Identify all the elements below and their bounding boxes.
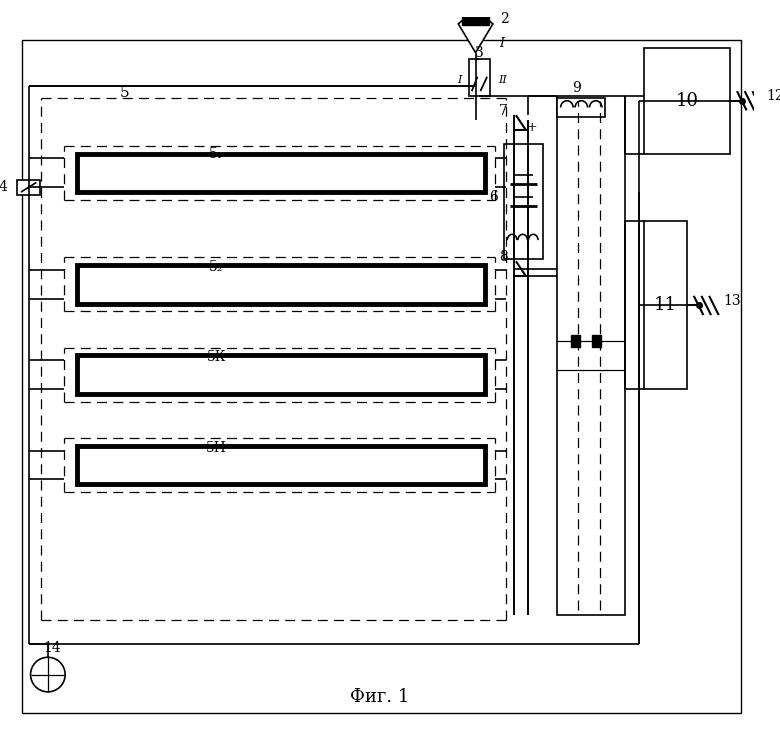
Bar xyxy=(557,98,605,117)
Bar xyxy=(505,144,543,260)
Text: 2: 2 xyxy=(500,12,509,26)
Text: 5К: 5К xyxy=(207,350,225,364)
Text: 9: 9 xyxy=(572,82,581,95)
Polygon shape xyxy=(462,16,489,24)
Text: 11: 11 xyxy=(654,296,677,314)
Polygon shape xyxy=(459,10,493,53)
Text: II: II xyxy=(498,75,506,85)
Bar xyxy=(644,48,730,154)
Text: 4: 4 xyxy=(0,180,8,194)
Text: 5: 5 xyxy=(120,86,129,100)
Text: 6: 6 xyxy=(489,190,498,204)
Bar xyxy=(557,96,625,615)
Bar xyxy=(17,180,41,195)
Bar xyxy=(76,154,485,192)
Text: I: I xyxy=(500,36,505,50)
Text: 5₁: 5₁ xyxy=(209,147,223,160)
Text: +: + xyxy=(527,121,537,134)
Bar xyxy=(76,446,485,485)
Text: Фиг. 1: Фиг. 1 xyxy=(349,688,410,706)
Bar xyxy=(644,221,687,389)
Bar xyxy=(571,335,580,347)
Text: I: I xyxy=(457,75,461,85)
Bar xyxy=(592,335,601,347)
Bar xyxy=(76,355,485,394)
Bar xyxy=(76,265,485,303)
Text: 14: 14 xyxy=(44,640,62,654)
Text: 5₂: 5₂ xyxy=(209,260,223,274)
Text: 5Н: 5Н xyxy=(206,441,226,455)
Text: 10: 10 xyxy=(675,92,699,110)
Text: 8: 8 xyxy=(499,251,508,264)
Text: 7: 7 xyxy=(499,105,508,118)
Bar xyxy=(469,59,490,96)
Text: 12: 12 xyxy=(767,89,780,103)
Text: 13: 13 xyxy=(724,294,741,308)
Text: 3: 3 xyxy=(475,46,484,59)
